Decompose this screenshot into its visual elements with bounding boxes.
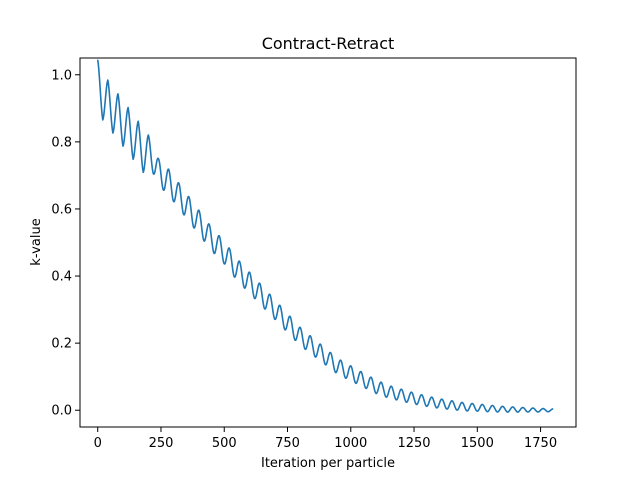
y-tick-label: 0.4 [51,270,72,285]
plot-area [96,59,554,413]
x-tick-label: 1250 [397,436,430,451]
y-tick-label: 0.8 [51,135,72,150]
x-tick-label: 1750 [524,436,557,451]
y-tick-label: 0.2 [51,337,72,352]
y-tick-label: 0.6 [51,202,72,217]
x-tick-label: 250 [149,436,174,451]
y-axis-label: k-value [29,218,44,265]
x-tick-label: 750 [275,436,300,451]
x-tick-label: 1000 [334,436,367,451]
y-tick-label: 0.0 [51,404,72,419]
series-line [96,59,554,413]
chart-title: Contract-Retract [262,34,395,53]
y-tick-label: 1.0 [51,68,72,83]
x-tick-label: 500 [212,436,237,451]
x-tick-label: 0 [94,436,102,451]
axes-frame [79,57,577,428]
x-tick-label: 1500 [461,436,494,451]
x-axis: 0 250 500 750 1000 1250 1500 1750 [94,427,557,451]
y-axis: 0.0 0.2 0.4 0.6 0.8 1.0 [51,68,80,419]
x-axis-label: Iteration per particle [261,456,395,471]
